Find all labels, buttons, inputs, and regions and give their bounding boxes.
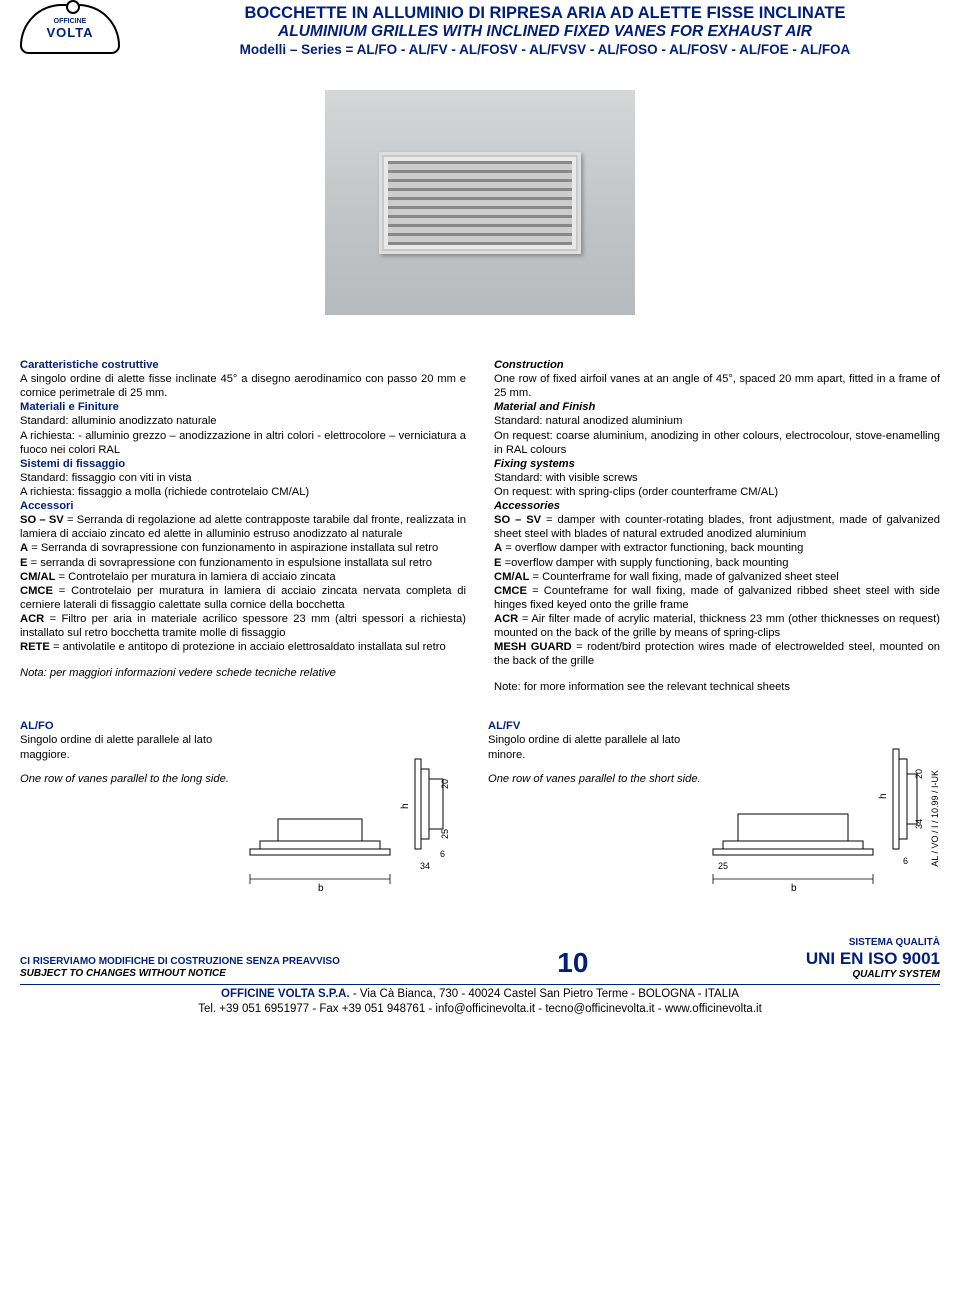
company-name: OFFICINE VOLTA S.P.A.: [221, 988, 350, 1000]
model-name-alfo: AL/FO: [20, 720, 54, 732]
disclaimer-it: CI RISERVIAMO MODIFICHE DI COSTRUZIONE S…: [20, 956, 340, 969]
model-alfv-block: AL/FV Singolo ordine di alette parallele…: [488, 719, 940, 919]
diagram-alfo: b h 20 25 34 6: [240, 719, 460, 899]
text-body: Standard: natural anodized aluminium: [494, 414, 940, 428]
text-body: A singolo ordine di alette fisse inclina…: [20, 372, 466, 400]
diagram-alfv: b 25 h 20 34 6: [708, 719, 928, 899]
text-body: On request: coarse aluminium, anodizing …: [494, 429, 940, 457]
quality-label-it: SISTEMA QUALITÀ: [806, 937, 940, 949]
address-line1: - Via Cà Bianca, 730 - 40024 Castel San …: [350, 988, 739, 1000]
models-list: Modelli – Series = AL/FO - AL/FV - AL/FO…: [150, 42, 940, 57]
text-body: One row of fixed airfoil vanes at an ang…: [494, 372, 940, 400]
heading-caratteristiche: Caratteristiche costruttive: [20, 359, 159, 371]
page-header: OFFICINE VOLTA BOCCHETTE IN ALLUMINIO DI…: [20, 0, 940, 64]
dim-h: h: [400, 803, 411, 809]
text-body: RETE = antivolatile e antitopo di protez…: [20, 640, 466, 654]
dim-20: 20: [914, 769, 924, 779]
dim-6: 6: [903, 856, 908, 866]
model-desc-en: One row of vanes parallel to the long si…: [20, 772, 240, 787]
model-desc-it: Singolo ordine di alette parallele al la…: [488, 734, 680, 761]
heading-construction: Construction: [494, 359, 564, 371]
text-body: E = serranda di sovrapressione con funzi…: [20, 556, 466, 570]
dim-25: 25: [440, 829, 450, 839]
model-desc-it: Singolo ordine di alette parallele al la…: [20, 734, 212, 761]
column-english: Construction One row of fixed airfoil va…: [494, 358, 940, 695]
iso-label: UNI EN ISO 9001: [806, 949, 940, 969]
address-line2: Tel. +39 051 6951977 - Fax +39 051 94876…: [198, 1003, 762, 1015]
dim-25: 25: [718, 861, 728, 871]
text-body: CM/AL = Counterframe for wall fixing, ma…: [494, 570, 940, 584]
dim-h: h: [878, 793, 889, 799]
side-doc-code: AL / VO / I / 10.99 / I-UK: [928, 770, 940, 867]
text-body: A richiesta: - alluminio grezzo – anodiz…: [20, 429, 466, 457]
text-body: On request: with spring-clips (order cou…: [494, 485, 940, 499]
dim-b: b: [318, 883, 324, 894]
text-body: A richiesta: fissaggio a molla (richiede…: [20, 485, 466, 499]
text-body: CM/AL = Controtelaio per muratura in lam…: [20, 570, 466, 584]
text-body: Standard: fissaggio con viti in vista: [20, 471, 466, 485]
text-body: E =overflow damper with supply functioni…: [494, 556, 940, 570]
model-name-alfv: AL/FV: [488, 720, 520, 732]
note-english: Note: for more information see the relev…: [494, 680, 940, 694]
heading-fixing: Fixing systems: [494, 458, 575, 470]
heading-accessori: Accessori: [20, 500, 74, 512]
logo-line1: OFFICINE: [54, 18, 87, 25]
heading-materiali: Materiali e Finiture: [20, 401, 119, 413]
text-body: Standard: with visible screws: [494, 471, 940, 485]
footer-address: OFFICINE VOLTA S.P.A. - Via Cà Bianca, 7…: [20, 987, 940, 1017]
text-body: CMCE = Counteframe for wall fixing, made…: [494, 584, 940, 612]
model-desc-en: One row of vanes parallel to the short s…: [488, 772, 708, 787]
page-footer: CI RISERVIAMO MODIFICHE DI COSTRUZIONE S…: [20, 937, 940, 1017]
quality-label-en: QUALITY SYSTEM: [806, 969, 940, 981]
text-body: ACR = Filtro per aria in materiale acril…: [20, 612, 466, 640]
text-body: MESH GUARD = rodent/bird protection wire…: [494, 640, 940, 668]
logo-line2: VOLTA: [46, 25, 93, 40]
dim-34: 34: [420, 861, 430, 871]
brand-logo: OFFICINE VOLTA: [20, 4, 140, 64]
text-body: SO – SV = damper with counter-rotating b…: [494, 513, 940, 541]
product-photo: [325, 90, 635, 315]
text-body: A = Serranda di sovrapressione con funzi…: [20, 541, 466, 555]
heading-fissaggio: Sistemi di fissaggio: [20, 458, 125, 470]
dim-b: b: [791, 883, 797, 894]
text-body: CMCE = Controtelaio per muratura in lami…: [20, 584, 466, 612]
disclaimer-en: SUBJECT TO CHANGES WITHOUT NOTICE: [20, 968, 340, 981]
column-italian: Caratteristiche costruttive A singolo or…: [20, 358, 466, 695]
note-italian: Nota: per maggiori informazioni vedere s…: [20, 666, 466, 680]
heading-material: Material and Finish: [494, 401, 595, 413]
dim-6: 6: [440, 849, 445, 859]
page-number: 10: [557, 947, 588, 981]
dim-34: 34: [914, 819, 924, 829]
heading-accessories: Accessories: [494, 500, 560, 512]
text-body: Standard: alluminio anodizzato naturale: [20, 414, 466, 428]
text-body: A = overflow damper with extractor funct…: [494, 541, 940, 555]
text-body: SO – SV = Serranda di regolazione ad ale…: [20, 513, 466, 541]
title-english: ALUMINIUM GRILLES WITH INCLINED FIXED VA…: [150, 23, 940, 41]
title-italian: BOCCHETTE IN ALLUMINIO DI RIPRESA ARIA A…: [150, 4, 940, 23]
text-body: ACR = Air filter made of acrylic materia…: [494, 612, 940, 640]
model-alfo-block: AL/FO Singolo ordine di alette parallele…: [20, 719, 460, 919]
dim-20: 20: [440, 779, 450, 789]
